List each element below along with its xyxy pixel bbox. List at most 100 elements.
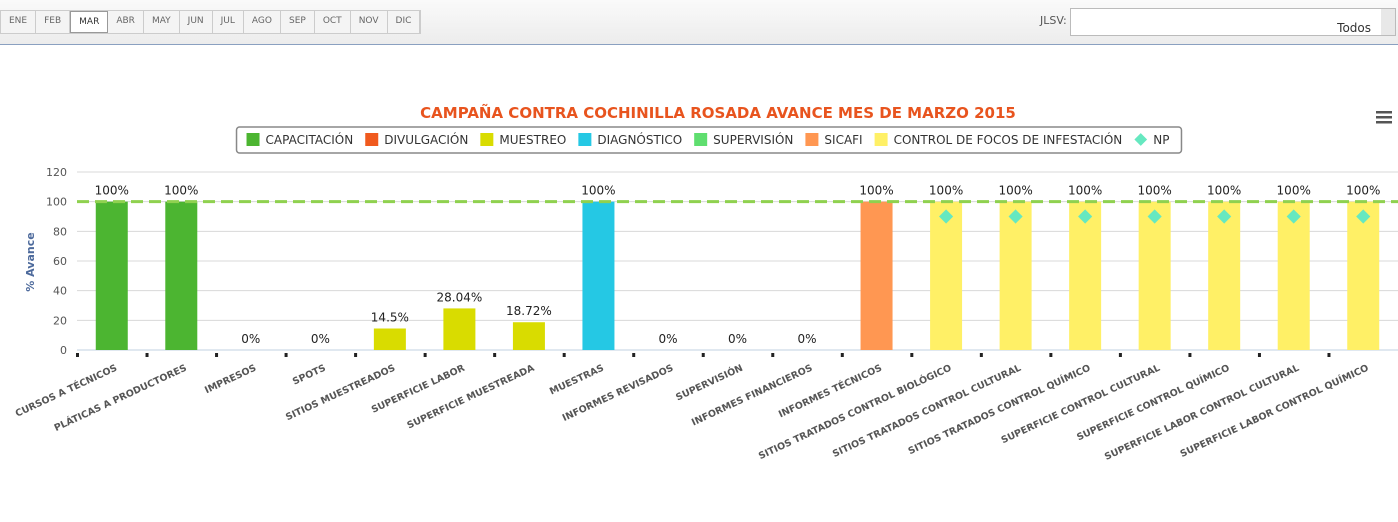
- x-tick: [910, 353, 914, 357]
- x-tick-label: INFORMES FINANCIEROS: [690, 363, 814, 429]
- np-marker: [1356, 209, 1371, 224]
- data-label: 100%: [581, 184, 615, 198]
- bar: [1347, 201, 1380, 350]
- data-label: 0%: [658, 332, 677, 346]
- y-tick-label: 20: [53, 314, 67, 327]
- data-label: 100%: [1207, 184, 1241, 198]
- bar: [860, 201, 893, 350]
- x-tick: [423, 353, 427, 357]
- bar: [443, 308, 476, 350]
- x-tick: [284, 353, 288, 357]
- legend-label: MUESTREO: [499, 133, 566, 147]
- month-tab[interactable]: JUN: [179, 11, 213, 33]
- month-tab[interactable]: OCT: [314, 11, 351, 33]
- month-tab[interactable]: JUL: [212, 11, 244, 33]
- np-marker: [1217, 209, 1232, 224]
- data-label: 0%: [311, 332, 330, 346]
- menu-bar: [1376, 116, 1392, 119]
- menu-bar: [1376, 111, 1392, 114]
- bar: [373, 328, 406, 350]
- filter-select[interactable]: Todos: [1070, 8, 1396, 36]
- data-label: 0%: [798, 332, 817, 346]
- legend-marker: [578, 133, 592, 146]
- legend-marker: [480, 133, 494, 146]
- data-label: 14.5%: [371, 310, 409, 324]
- bar: [930, 201, 963, 350]
- data-label: 28.04%: [437, 290, 483, 304]
- x-tick: [493, 353, 497, 357]
- legend-label: NP: [1153, 133, 1169, 147]
- month-tabs: ENE FEB MAR ABR MAY JUN JUL AGO SEP OCT NOV DIC: [0, 10, 422, 34]
- menu-icon[interactable]: [1376, 111, 1392, 124]
- np-marker: [1147, 209, 1162, 224]
- chart: CAMPAÑA CONTRA COCHINILLA ROSADA AVANCE …: [13, 103, 1398, 463]
- chart-title: CAMPAÑA CONTRA COCHINILLA ROSADA AVANCE …: [420, 103, 1016, 122]
- legend-marker: [246, 133, 260, 146]
- y-tick-label: 100: [46, 196, 67, 209]
- legend-marker: [874, 133, 888, 146]
- filter-label: JLSV:: [1040, 14, 1067, 27]
- month-tab[interactable]: AGO: [243, 11, 281, 33]
- np-marker: [1078, 209, 1093, 224]
- dropdown-arrow[interactable]: [1381, 9, 1395, 35]
- x-tick: [840, 353, 844, 357]
- x-tick: [1118, 353, 1122, 357]
- x-tick-label: MUESTRAS: [548, 363, 606, 398]
- filter-value: Todos: [1337, 21, 1371, 35]
- legend-label: DIAGNÓSTICO: [597, 132, 682, 147]
- bar: [165, 201, 198, 350]
- bar: [1138, 201, 1171, 350]
- month-tab[interactable]: FEB: [36, 11, 71, 33]
- x-tick: [215, 353, 219, 357]
- month-tab[interactable]: MAY: [143, 11, 180, 33]
- legend-label: CONTROL DE FOCOS DE INFESTACIÓN: [894, 132, 1123, 147]
- legend-label: SICAFI: [824, 133, 862, 147]
- np-marker: [1008, 209, 1023, 224]
- month-tab[interactable]: ABR: [108, 11, 144, 33]
- data-label: 100%: [859, 184, 893, 198]
- data-label: 0%: [241, 332, 260, 346]
- legend-label: CAPACITACIÓN: [266, 132, 354, 147]
- month-tab[interactable]: NOV: [350, 11, 388, 33]
- x-tick-label: SITIOS MUESTREADOS: [284, 363, 397, 424]
- bar: [1208, 201, 1241, 350]
- data-label: 18.72%: [506, 304, 552, 318]
- data-label: 100%: [929, 184, 963, 198]
- y-tick-label: 120: [46, 166, 67, 179]
- x-tick: [1327, 353, 1331, 357]
- legend-label: SUPERVISIÓN: [713, 132, 793, 147]
- x-tick: [771, 353, 775, 357]
- x-tick: [145, 353, 149, 357]
- month-tab[interactable]: SEP: [280, 11, 315, 33]
- legend: CAPACITACIÓN DIVULGACIÓN MUESTREO DIAGNÓSTI…: [235, 126, 1183, 154]
- bar: [582, 201, 615, 350]
- x-tick: [979, 353, 983, 357]
- x-tick: [701, 353, 705, 357]
- x-tick: [354, 353, 358, 357]
- legend-marker: [365, 133, 379, 146]
- x-tick-label: SUPERFICIE MUESTREADA: [406, 362, 537, 431]
- y-tick-label: 60: [53, 255, 67, 268]
- legend-marker: [805, 133, 819, 146]
- month-tab[interactable]: DIC: [387, 11, 421, 33]
- data-label: 100%: [95, 184, 129, 198]
- y-tick-label: 0: [60, 344, 67, 357]
- toolbar: ENE FEB MAR ABR MAY JUN JUL AGO SEP OCT NOV DIC JLS…: [0, 0, 1398, 45]
- bar: [1277, 201, 1310, 350]
- y-tick-label: 80: [53, 225, 67, 238]
- data-label: 100%: [998, 184, 1032, 198]
- data-label: 100%: [1277, 184, 1311, 198]
- month-tab[interactable]: ENE: [1, 11, 37, 33]
- month-tab[interactable]: MAR: [70, 11, 109, 33]
- x-tick-label: PLÁTICAS A PRODUCTORES: [52, 362, 189, 434]
- bar: [512, 322, 545, 350]
- x-tick-label: IMPRESOS: [203, 363, 258, 396]
- legend-marker: [694, 133, 708, 146]
- x-tick: [76, 353, 79, 357]
- x-tick: [632, 353, 636, 357]
- data-label: 100%: [164, 184, 198, 198]
- data-label: 0%: [728, 332, 747, 346]
- x-tick: [1188, 353, 1192, 357]
- bar: [1069, 201, 1102, 350]
